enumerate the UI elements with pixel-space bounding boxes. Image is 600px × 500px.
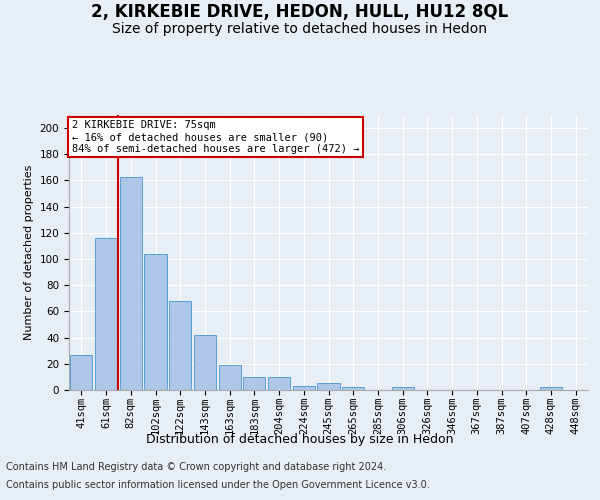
Text: 2 KIRKEBIE DRIVE: 75sqm
← 16% of detached houses are smaller (90)
84% of semi-de: 2 KIRKEBIE DRIVE: 75sqm ← 16% of detache… xyxy=(71,120,359,154)
Bar xyxy=(119,176,142,390)
Text: 2, KIRKEBIE DRIVE, HEDON, HULL, HU12 8QL: 2, KIRKEBIE DRIVE, HEDON, HULL, HU12 8QL xyxy=(91,2,509,21)
Bar xyxy=(243,377,265,390)
Text: Contains HM Land Registry data © Crown copyright and database right 2024.: Contains HM Land Registry data © Crown c… xyxy=(6,462,386,472)
Bar xyxy=(169,301,191,390)
Bar xyxy=(293,386,315,390)
Bar xyxy=(540,388,562,390)
Y-axis label: Number of detached properties: Number of detached properties xyxy=(24,165,34,340)
Bar xyxy=(268,377,290,390)
Bar xyxy=(70,354,92,390)
Text: Distribution of detached houses by size in Hedon: Distribution of detached houses by size … xyxy=(146,432,454,446)
Bar xyxy=(317,384,340,390)
Bar xyxy=(95,238,117,390)
Bar xyxy=(145,254,167,390)
Bar xyxy=(194,335,216,390)
Text: Contains public sector information licensed under the Open Government Licence v3: Contains public sector information licen… xyxy=(6,480,430,490)
Bar xyxy=(342,388,364,390)
Bar xyxy=(218,365,241,390)
Bar xyxy=(392,388,414,390)
Text: Size of property relative to detached houses in Hedon: Size of property relative to detached ho… xyxy=(113,22,487,36)
